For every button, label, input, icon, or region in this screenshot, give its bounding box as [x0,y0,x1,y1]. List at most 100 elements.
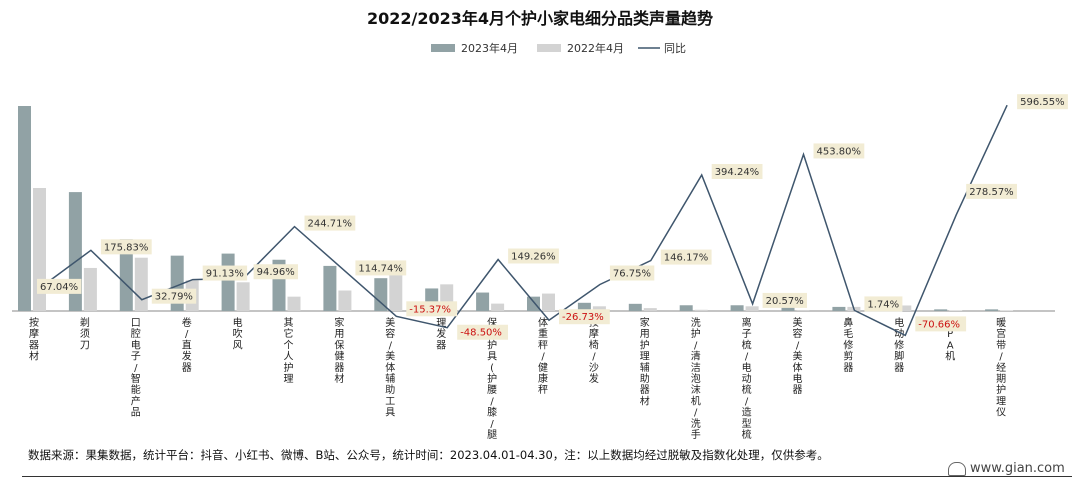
watermark-text: www.gian.com [970,461,1065,476]
legend-swatch-2 [537,44,561,52]
category-label-9: 理发器 [436,317,446,351]
yoy-label-4: 91.13% [202,265,248,281]
yoy-label-13: 146.17% [660,249,712,265]
svg-text:20.57%: 20.57% [766,296,804,307]
category-label-6: 其它个人护理 [284,317,294,385]
yoy-label-2: 175.83% [100,239,152,255]
yoy-label-9: -48.50% [457,324,508,340]
legend-label-2: 2022年4月 [567,41,624,55]
yoy-label-19: 278.57% [966,183,1017,199]
svg-text:146.17%: 146.17% [664,253,709,264]
bar-2022-11 [542,293,555,311]
watermark: www.gian.com [948,461,1065,476]
footer-note: 数据来源：果集数据，统计平台：抖音、小红书、微博、B站、公众号，统计时间：202… [28,448,829,462]
bar-2023-14 [679,305,693,311]
bar-2023-5 [221,253,235,311]
bar-2022-7 [338,290,352,311]
bar-2023-13 [628,303,642,311]
bar-2022-15 [745,306,759,311]
category-label-18: 电动修脚器 [894,316,904,374]
yoy-label-5: 94.96% [253,264,298,280]
bar-2022-6 [287,296,301,311]
category-labels: 按摩器材 剃须刀 口腔电子/智能产品 卷/直发器 电吹风 其它个人护理 家用保健器材 美容/美… [29,316,1006,440]
bar-2022-2 [83,267,97,311]
bar-2022-8 [389,272,403,311]
svg-text:-15.37%: -15.37% [409,304,451,315]
yoy-label-18: -70.66% [915,316,967,332]
category-label-8: 美容/美体辅助工具 [385,316,395,419]
svg-text:-48.50%: -48.50% [460,328,502,339]
bar-2023-16 [781,305,795,311]
svg-text:-70.66%: -70.66% [918,319,960,330]
category-label-17: 鼻毛修剪器 [843,316,853,374]
bar-2023-10 [476,292,490,311]
yoy-label-7: 114.74% [355,260,407,276]
bar-2022-3 [134,257,148,311]
yoy-chart: 2022/2023年4月个护小家电细分品类声量趋势 2023年4月 2022年4月… [12,9,1068,440]
category-label-15: 离子梳/电动梳/造型梳 [742,316,752,440]
bar-2022-10 [491,303,505,311]
bar-2023-7 [323,265,337,311]
bar-2023-8 [374,278,388,311]
legend-label-3: 同比 [664,42,686,55]
svg-text:91.13%: 91.13% [206,269,244,280]
yoy-label-15: 20.57% [762,292,807,308]
legend-swatch-1 [431,44,455,52]
bar-2022-12 [592,306,606,311]
yoy-label-10: 149.26% [508,248,559,264]
category-label-2: 剃须刀 [80,317,90,351]
bar-2023-17 [832,306,846,311]
footer-divider [22,476,1072,477]
svg-text:32.79%: 32.79% [155,292,193,303]
bar-2022-13 [643,308,657,311]
yoy-label-20: 596.55% [1017,94,1068,110]
bar-2022-18 [898,305,912,311]
bar-2022-16 [796,309,810,311]
yoy-labels: 67.04% 175.83% 32.79% 91.13% 94.96% 244.71% 11… [37,94,1068,340]
svg-text:453.80%: 453.80% [817,146,862,157]
bar-2023-15 [730,305,744,311]
yoy-line [39,104,1008,337]
yoy-label-3: 32.79% [151,288,197,304]
svg-text:175.83%: 175.83% [104,242,148,253]
svg-text:149.26%: 149.26% [511,252,555,263]
yoy-label-17: 1.74% [864,296,903,312]
svg-text:596.55%: 596.55% [1020,97,1065,108]
svg-text:394.24%: 394.24% [715,167,760,178]
watermark-logo-icon [948,461,966,476]
category-label-5: 电吹风 [233,316,243,351]
svg-text:67.04%: 67.04% [40,282,78,293]
category-label-16: 美容/美体电器 [793,316,803,396]
svg-text:114.74%: 114.74% [358,263,403,274]
legend-label-1: 2023年4月 [461,41,518,55]
bar-2023-12 [577,302,591,311]
svg-text:278.57%: 278.57% [969,187,1014,198]
category-label-20: 暖宫带/经期护理仪 [996,316,1006,419]
yoy-label-1: 67.04% [37,278,82,294]
category-label-13: 家用护理辅助器材 [640,316,650,407]
svg-text:-26.73%: -26.73% [562,312,604,323]
category-label-1: 按摩器材 [29,316,39,363]
svg-text:94.96%: 94.96% [257,267,295,278]
category-label-12: 按摩椅/沙发 [589,316,599,385]
bar-2023-1 [18,106,31,311]
bar-2023-19 [934,309,948,311]
bar-2022-14 [694,309,708,311]
chart-title: 2022/2023年4月个护小家电细分品类声量趋势 [367,9,713,28]
yoy-label-14: 394.24% [711,163,763,179]
bar-2022-5 [236,282,250,311]
yoy-label-16: 453.80% [813,143,865,159]
category-label-14: 洗护/清洁泡沫机/洗手机 [691,317,701,440]
svg-text:1.74%: 1.74% [867,299,899,310]
yoy-label-11: -26.73% [559,309,610,325]
svg-text:76.75%: 76.75% [613,269,651,280]
yoy-label-12: 76.75% [609,265,655,281]
bar-2023-11 [527,296,540,311]
yoy-label-6: 244.71% [304,215,356,231]
category-label-3: 口腔电子/智能产品 [131,318,141,419]
svg-text:244.71%: 244.71% [308,219,353,230]
bar-2023-20 [985,309,999,311]
legend: 2023年4月 2022年4月 同比 [431,41,686,55]
category-label-7: 家用保健器材 [334,316,344,385]
yoy-label-8: -15.37% [406,301,458,317]
